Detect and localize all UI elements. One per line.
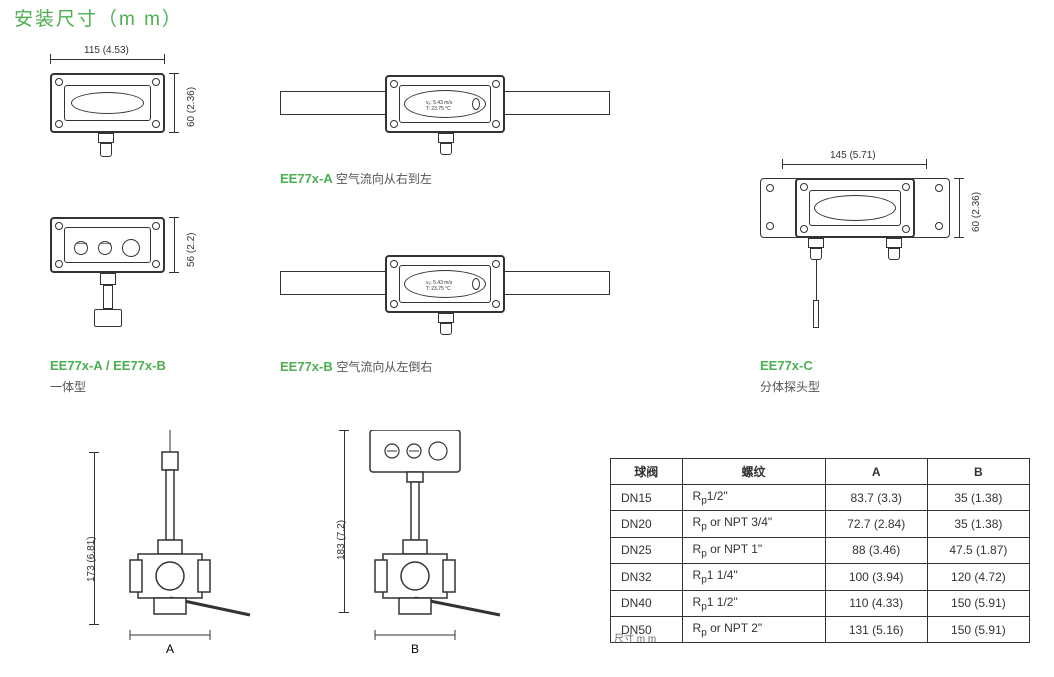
table-row: DN20Rp or NPT 3/4"72.7 (2.84)35 (1.38)	[611, 511, 1030, 537]
cell-b: 47.5 (1.87)	[927, 537, 1029, 563]
model-sub-c: 分体探头型	[760, 378, 820, 395]
diagram-valve-b: 183 (7.2) B	[300, 430, 520, 660]
diagram-inline-a: vₐ: 5.43 m/s T: 23.75 °C	[280, 75, 610, 175]
page-title: 安装尺寸（m m）	[14, 4, 183, 31]
flow-note-a: 空气流向从右到左	[336, 172, 432, 186]
col-a: A	[825, 459, 927, 485]
table-row: DN32Rp1 1/4"100 (3.94)120 (4.72)	[611, 564, 1030, 590]
diagram-c: 145 (5.71) 60 (2.36)	[760, 160, 980, 360]
table-header-row: 球阀 螺纹 A B	[611, 459, 1030, 485]
dim-letter-a: A	[166, 642, 174, 656]
cell-dn: DN25	[611, 537, 683, 563]
cell-a: 72.7 (2.84)	[825, 511, 927, 537]
spec-table: 球阀 螺纹 A B DN15Rp1/2"83.7 (3.3)35 (1.38)D…	[610, 458, 1030, 643]
cell-dn: DN15	[611, 485, 683, 511]
cell-b: 35 (1.38)	[927, 511, 1029, 537]
cell-b: 150 (5.91)	[927, 616, 1029, 642]
col-thread: 螺纹	[682, 459, 825, 485]
cell-a: 131 (5.16)	[825, 616, 927, 642]
cell-a: 83.7 (3.3)	[825, 485, 927, 511]
cell-a: 100 (3.94)	[825, 564, 927, 590]
cell-thread: Rp1 1/2"	[682, 590, 825, 616]
col-valve: 球阀	[611, 459, 683, 485]
cell-dn: DN40	[611, 590, 683, 616]
diagram-inline-b: vₐ: 5.43 m/s T: 23.75 °C	[280, 255, 610, 355]
dim-label: 60 (2.36)	[186, 87, 197, 127]
dim-letter-b: B	[411, 642, 419, 656]
dim-label: 115 (4.53)	[84, 45, 129, 56]
cell-a: 110 (4.33)	[825, 590, 927, 616]
cell-a: 88 (3.46)	[825, 537, 927, 563]
flow-note-b: 空气流向从左倒右	[336, 360, 432, 374]
cell-b: 35 (1.38)	[927, 485, 1029, 511]
dim-label: 56 (2.2)	[186, 233, 197, 267]
table-note: 尺寸 m m	[614, 630, 656, 645]
table-row: DN40Rp1 1/2"110 (4.33)150 (5.91)	[611, 590, 1030, 616]
cell-b: 120 (4.72)	[927, 564, 1029, 590]
cell-thread: Rp or NPT 1"	[682, 537, 825, 563]
dim-label: 60 (2.36)	[971, 192, 982, 232]
table-row: DN50Rp or NPT 2"131 (5.16)150 (5.91)	[611, 616, 1030, 642]
cell-dn: DN32	[611, 564, 683, 590]
model-label-b: EE77x-B 空气流向从左倒右	[280, 358, 432, 375]
model-label-ab: EE77x-A / EE77x-B	[50, 358, 166, 373]
diagram-top-left: 115 (4.53) 60 (2.36)	[50, 55, 220, 175]
cell-dn: DN20	[611, 511, 683, 537]
display-line2: T: 23.75 °C	[426, 106, 452, 112]
cell-thread: Rp1 1/4"	[682, 564, 825, 590]
table-row: DN25Rp or NPT 1"88 (3.46)47.5 (1.87)	[611, 537, 1030, 563]
diagram-valve-a: 173 (6.81) A	[60, 430, 260, 660]
model-label-a: EE77x-A 空气流向从右到左	[280, 170, 432, 187]
sensor-housing	[50, 73, 165, 133]
model-label-c: EE77x-C	[760, 358, 813, 373]
display-line2: T: 23.75 °C	[426, 286, 452, 292]
diagram-mid-left: 56 (2.2)	[50, 205, 220, 345]
cell-thread: Rp or NPT 2"	[682, 616, 825, 642]
cell-thread: Rp1/2"	[682, 485, 825, 511]
dim-label: 173 (6.81)	[86, 536, 97, 582]
dim-label: 145 (5.71)	[830, 150, 876, 161]
cell-b: 150 (5.91)	[927, 590, 1029, 616]
model-sub-ab: 一体型	[50, 378, 86, 395]
dim-label: 183 (7.2)	[336, 520, 347, 560]
col-b: B	[927, 459, 1029, 485]
cell-thread: Rp or NPT 3/4"	[682, 511, 825, 537]
table-row: DN15Rp1/2"83.7 (3.3)35 (1.38)	[611, 485, 1030, 511]
